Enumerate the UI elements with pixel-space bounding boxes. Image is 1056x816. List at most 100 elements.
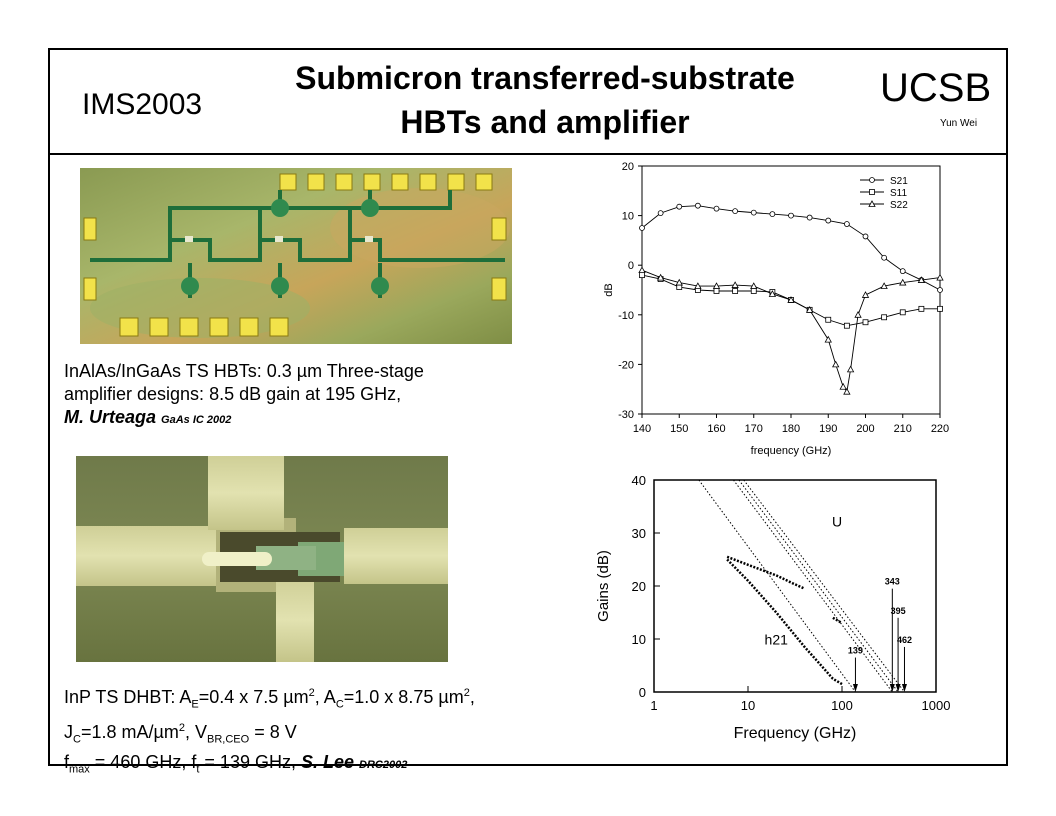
- data-point: [639, 272, 645, 279]
- data-point: [825, 316, 832, 323]
- x-tick-label: 180: [782, 423, 800, 435]
- legend-label: S11: [890, 188, 907, 199]
- jc-prefix: J: [64, 721, 73, 742]
- ac-unit-exp: 2: [463, 687, 470, 699]
- caption2-line2: JC=1.8 mA/µm2, VBR,CEO = 8 V: [64, 717, 604, 752]
- jc-sub: C: [73, 733, 81, 746]
- arrow-head: [852, 684, 858, 692]
- y-tick-label: 20: [632, 579, 646, 594]
- data-point: [694, 202, 701, 209]
- data-point: [732, 288, 739, 294]
- y-tick-label: 0: [628, 260, 634, 272]
- y-tick-label: 10: [632, 632, 646, 647]
- vbr-prefix: , V: [184, 721, 207, 742]
- annotation-value: 343: [885, 577, 900, 587]
- citation-ref: DRC2002: [359, 759, 408, 772]
- data-point: [750, 288, 757, 294]
- data-point: [825, 217, 832, 224]
- data-point: [843, 387, 851, 395]
- data-point: [805, 306, 814, 313]
- data-point: [937, 305, 943, 312]
- fmax-sub: max: [69, 763, 90, 776]
- data-point: [899, 278, 907, 286]
- x-tick-label: 210: [894, 423, 912, 435]
- data-point: [899, 309, 906, 316]
- caption1-citation: M. Urteaga GaAs IC 2002: [64, 406, 544, 432]
- arrow-head: [889, 684, 895, 692]
- ft-value: = 139 GHz,: [199, 752, 301, 773]
- y-axis-label: Gains (dB): [595, 550, 612, 622]
- arrow-head: [901, 684, 907, 692]
- data-point: [657, 210, 664, 217]
- series-S21: [639, 202, 943, 293]
- title-line-1: Submicron transferred-substrate: [295, 60, 795, 96]
- slide-frame: [48, 48, 1008, 766]
- jc-value: =1.8 mA/µm: [80, 721, 179, 742]
- title-line-2: HBTs and amplifier: [400, 104, 690, 140]
- data-point: [843, 322, 850, 329]
- dhbt-micrograph: [76, 456, 448, 662]
- ae-unit-exp: 2: [308, 687, 315, 699]
- data-point: [843, 221, 850, 227]
- citation-author: S. Lee: [300, 752, 355, 773]
- series-S22: [638, 266, 944, 395]
- citation-ref: GaAs IC 2002: [161, 414, 232, 426]
- data-point: [869, 189, 875, 195]
- x-tick-label: 170: [745, 423, 763, 435]
- series-line: [726, 558, 843, 686]
- ae-prefix: InP TS DHBT: A: [64, 687, 192, 707]
- legend-label: S21: [890, 176, 908, 187]
- data-point: [868, 200, 876, 207]
- dhbt-caption: InP TS DHBT: AE=0.4 x 7.5 µm2, AC=1.0 x …: [64, 682, 604, 782]
- x-tick-label: 200: [856, 423, 874, 435]
- data-point: [862, 233, 869, 240]
- data-point: [854, 310, 862, 318]
- amplifier-micrograph: [80, 168, 512, 344]
- data-point: [880, 282, 888, 289]
- data-point: [832, 360, 840, 368]
- fmax-value: = 460 GHz, f: [89, 752, 197, 773]
- x-tick-label: 100: [831, 698, 853, 713]
- caption1-line1: InAlAs/InGaAs TS HBTs: 0.3 µm Three-stag…: [64, 361, 424, 381]
- annotation-value: 462: [897, 635, 912, 645]
- x-tick-label: 160: [707, 423, 725, 435]
- jc-unit-exp: 2: [178, 721, 185, 734]
- data-point: [806, 214, 813, 221]
- extrapolation-line: [733, 479, 893, 693]
- conference-label: IMS2003: [82, 88, 203, 121]
- data-point: [713, 205, 720, 212]
- data-point: [861, 291, 870, 298]
- caption2-line1: InP TS DHBT: AE=0.4 x 7.5 µm2, AC=1.0 x …: [64, 682, 604, 717]
- data-point: [731, 281, 739, 288]
- citation-author: M. Urteaga: [64, 407, 157, 427]
- annotation-value: 395: [891, 606, 906, 616]
- series-line: [832, 616, 843, 625]
- arrow-head: [895, 684, 901, 692]
- x-tick-label: 190: [819, 423, 837, 435]
- data-point: [750, 282, 758, 289]
- data-point: [918, 305, 925, 312]
- slide-title: Submicron transferred-substrate HBTs and…: [230, 56, 860, 144]
- data-point: [936, 273, 944, 281]
- header-divider: [48, 153, 1008, 155]
- y-axis-label: dB: [603, 283, 615, 296]
- ac-comma: ,: [469, 687, 475, 707]
- caption2-line3: fmax = 460 GHz, ft = 139 GHz, S. Lee DRC…: [64, 751, 604, 782]
- data-point: [712, 282, 721, 289]
- y-tick-label: -10: [618, 310, 634, 322]
- data-point: [899, 268, 906, 275]
- data-point: [675, 278, 683, 286]
- ac-prefix: , A: [314, 687, 336, 707]
- data-point: [881, 254, 888, 261]
- data-point: [839, 382, 847, 390]
- data-point: [846, 365, 855, 373]
- y-tick-label: 0: [639, 685, 646, 700]
- data-point: [917, 276, 926, 283]
- data-point: [694, 282, 702, 289]
- fmax-prefix: f: [64, 752, 70, 773]
- series-h21: [726, 558, 843, 686]
- data-point: [639, 225, 645, 231]
- y-tick-label: 10: [622, 211, 634, 223]
- extrapolation-line: [698, 479, 856, 693]
